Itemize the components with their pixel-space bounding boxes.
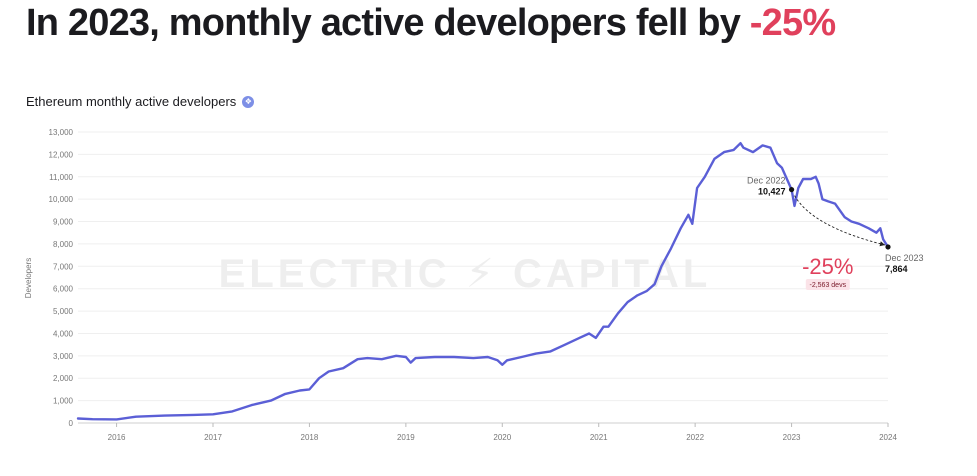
y-tick-label: 1,000 <box>53 397 74 406</box>
y-tick-label: 2,000 <box>53 374 74 383</box>
x-axis: 2016 2017 2018 2019 2020 2021 2022 2023 2024 <box>78 422 897 442</box>
x-tick-label: 2017 <box>204 433 222 442</box>
y-tick-label: 12,000 <box>49 150 74 159</box>
series-line <box>76 142 890 421</box>
y-tick-label: 0 <box>69 419 74 428</box>
end-value-label: 7,864 <box>885 264 908 274</box>
headline-prefix: In 2023, monthly active developers fell … <box>26 2 750 44</box>
x-tick-label: 2024 <box>879 433 897 442</box>
y-tick-label: 10,000 <box>49 195 74 204</box>
change-devs-label: -2,563 devs <box>809 282 846 289</box>
y-tick-label: 11,000 <box>49 173 73 182</box>
y-tick-label: 9,000 <box>53 218 74 227</box>
headline-highlight: -25% <box>749 2 836 44</box>
change-arrow <box>794 195 886 246</box>
y-tick-label: 13,000 <box>49 128 74 137</box>
x-tick-label: 2019 <box>397 433 415 442</box>
x-tick-label: 2021 <box>590 433 608 442</box>
y-tick-label: 3,000 <box>53 352 74 361</box>
x-tick-label: 2022 <box>686 433 704 442</box>
headline: In 2023, monthly active developers fell … <box>26 2 836 45</box>
change-percent-label: -25% <box>802 254 853 279</box>
x-tick-label: 2023 <box>783 433 801 442</box>
start-date-label: Dec 2022 <box>747 176 786 186</box>
y-axis-label: Developers <box>24 258 33 298</box>
y-tick-label: 4,000 <box>53 329 74 338</box>
x-tick-label: 2016 <box>108 433 126 442</box>
watermark: ELECTRIC ⚡ CAPITAL <box>219 252 712 296</box>
end-date-label: Dec 2023 <box>885 253 924 263</box>
chart-title-row: Ethereum monthly active developers ❖ <box>26 94 255 109</box>
chart-title: Ethereum monthly active developers <box>26 94 237 109</box>
x-tick-label: 2018 <box>301 433 319 442</box>
ethereum-icon: ❖ <box>242 95 255 108</box>
y-tick-label: 7,000 <box>53 262 74 271</box>
y-tick-label: 6,000 <box>53 285 74 294</box>
y-axis: 0 1,000 2,000 3,000 4,000 5,000 6,000 7,000 8,00… <box>49 128 74 428</box>
y-tick-label: 8,000 <box>53 240 74 249</box>
change-arrowhead <box>879 241 885 247</box>
start-point <box>788 186 795 193</box>
change-badge <box>805 278 850 290</box>
y-tick-label: 5,000 <box>53 307 74 316</box>
start-value-label: 10,427 <box>758 187 786 197</box>
end-point <box>885 244 891 250</box>
x-tick-label: 2020 <box>493 433 511 442</box>
